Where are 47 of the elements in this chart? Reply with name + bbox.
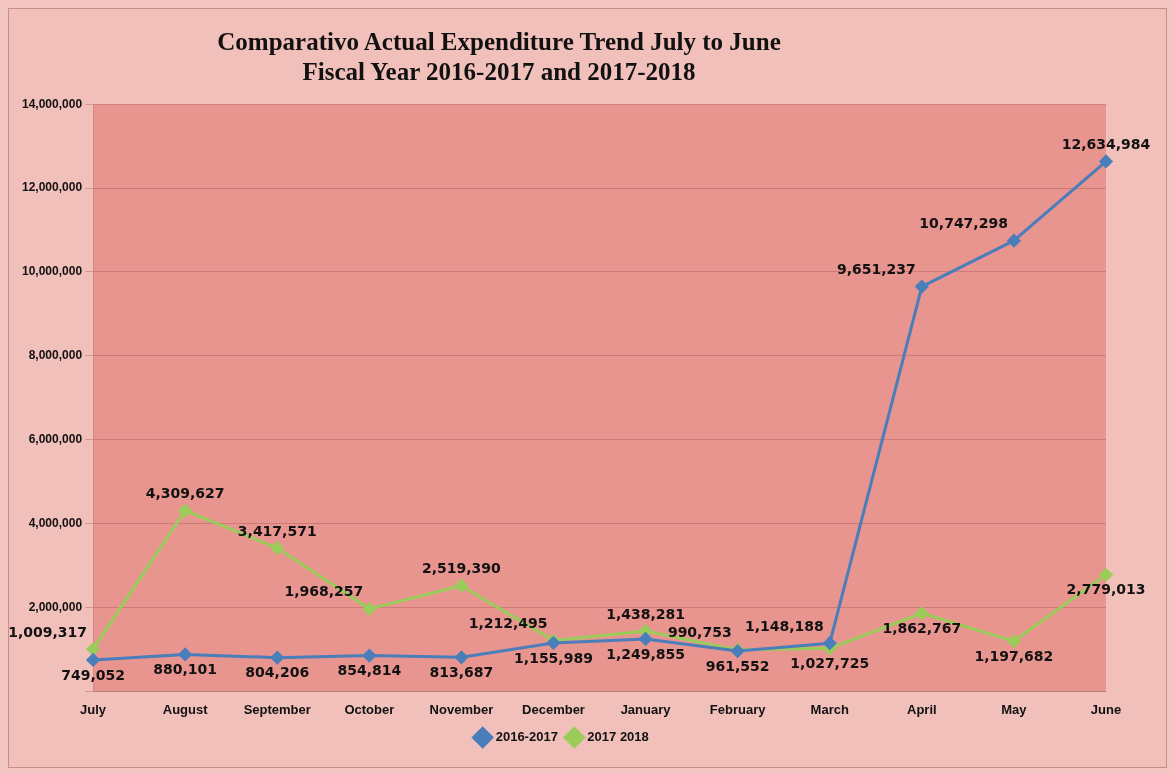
chart-subtitle: Fiscal Year 2016-2017 and 2017-2018 [301, 57, 697, 87]
data-label: 1,009,317 [8, 623, 88, 640]
data-label: 1,155,989 [514, 649, 593, 666]
y-tick-label: 14,000,000 [22, 96, 83, 111]
y-tick-label: 2,000,000 [28, 599, 83, 614]
data-label: 12,634,984 [1061, 136, 1151, 153]
legend-label: 2017 2018 [587, 729, 649, 745]
y-tick-label: 10,000,000 [22, 264, 83, 279]
x-tick-label: July [80, 701, 107, 717]
x-tick-label: August [162, 701, 209, 717]
data-label: 4,309,627 [145, 485, 225, 502]
data-label: 854,814 [337, 662, 402, 679]
data-label: 813,687 [429, 663, 494, 680]
data-label: 804,206 [245, 664, 310, 681]
y-tick-label: 8,000,000 [28, 348, 83, 363]
data-label: 2,779,013 [1066, 581, 1146, 598]
x-tick-label: June [1090, 701, 1122, 717]
data-label: 3,417,571 [237, 522, 317, 539]
x-tick-label: February [709, 701, 767, 717]
data-label: 990,753 [667, 624, 732, 641]
data-label: 1,212,495 [468, 615, 548, 632]
x-tick-label: December [522, 701, 585, 717]
data-label: 10,747,298 [919, 215, 1008, 232]
data-label: 1,148,188 [744, 617, 824, 634]
y-tick-label: 12,000,000 [22, 180, 83, 195]
x-tick-label: September [243, 701, 311, 717]
data-label: 1,027,725 [790, 654, 870, 671]
data-label: 961,552 [705, 657, 770, 674]
x-tick-label: March [810, 701, 849, 717]
data-label: 749,052 [61, 666, 125, 683]
y-tick-label: 4,000,000 [28, 515, 83, 530]
x-tick-label: October [344, 701, 395, 717]
data-label: 1,862,767 [882, 619, 962, 636]
data-label: 9,651,237 [837, 261, 916, 278]
x-tick-label: November [429, 701, 494, 717]
legend-label: 2016-2017 [495, 729, 558, 745]
data-label: 1,197,682 [974, 647, 1054, 664]
data-label: 1,968,257 [284, 583, 364, 600]
x-tick-label: May [1001, 701, 1028, 717]
data-label: 2,519,390 [421, 560, 502, 577]
data-label: 1,249,855 [606, 645, 685, 662]
x-tick-label: January [620, 701, 672, 717]
data-label: 1,438,281 [606, 605, 685, 622]
x-tick-label: April [907, 701, 937, 717]
data-label: 880,101 [153, 661, 218, 678]
chart-title: Comparativo Actual Expenditure Trend July to June [216, 27, 782, 57]
y-tick-label: 6,000,000 [28, 432, 83, 447]
